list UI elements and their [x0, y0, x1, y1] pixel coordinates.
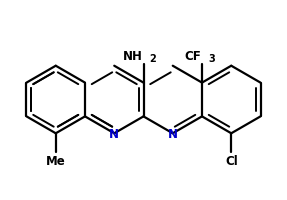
Text: NH: NH [123, 50, 143, 63]
Text: N: N [168, 127, 178, 140]
Text: 3: 3 [208, 54, 215, 64]
Text: Cl: Cl [225, 154, 238, 167]
Text: CF: CF [184, 50, 201, 63]
Text: N: N [109, 127, 119, 140]
Text: Me: Me [46, 154, 66, 167]
Text: 2: 2 [150, 54, 156, 64]
